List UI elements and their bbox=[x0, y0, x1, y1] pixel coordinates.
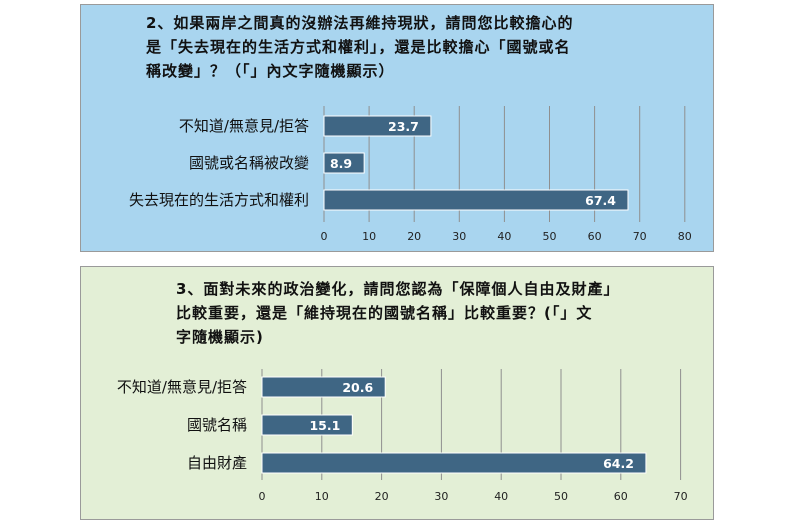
bar bbox=[323, 152, 365, 174]
data-label: 64.2 bbox=[603, 456, 634, 471]
category-label: 自由財產 bbox=[187, 454, 247, 472]
question-2-title: 2、如果兩岸之間真的沒辦法再維持現狀，請問您比較擔心的 是「失去現在的生活方式和… bbox=[146, 14, 574, 80]
x-tick-label: 70 bbox=[633, 230, 647, 243]
x-tick-label: 60 bbox=[588, 230, 602, 243]
x-tick-label: 30 bbox=[434, 490, 448, 503]
data-label: 20.6 bbox=[342, 380, 373, 395]
category-label: 失去現在的生活方式和權利 bbox=[129, 191, 309, 209]
x-tick-label: 50 bbox=[543, 230, 557, 243]
x-tick-label: 40 bbox=[497, 230, 511, 243]
bar-chart-1: 0 10 20 30 40 50 60 70 80 不知道/無意見/拒答 23.7 國號或名稱被改變 8… bbox=[129, 106, 692, 243]
x-tick-label: 70 bbox=[674, 490, 688, 503]
category-label: 國號名稱 bbox=[187, 416, 247, 434]
x-tick-label: 60 bbox=[614, 490, 628, 503]
chart-panel-1: 2、如果兩岸之間真的沒辦法再維持現狀，請問您比較擔心的 是「失去現在的生活方式和… bbox=[80, 4, 714, 252]
bar bbox=[323, 189, 629, 211]
category-label: 不知道/無意見/拒答 bbox=[179, 117, 309, 135]
x-tick-label: 20 bbox=[375, 490, 389, 503]
data-label: 8.9 bbox=[330, 156, 352, 171]
x-tick-label: 30 bbox=[452, 230, 466, 243]
x-tick-label: 10 bbox=[315, 490, 329, 503]
x-tick-label: 50 bbox=[554, 490, 568, 503]
x-tick-label: 20 bbox=[407, 230, 421, 243]
x-tick-label: 0 bbox=[321, 230, 328, 243]
x-tick-label: 40 bbox=[494, 490, 508, 503]
bar bbox=[261, 452, 647, 474]
category-label: 不知道/無意見/拒答 bbox=[117, 378, 247, 396]
bar bbox=[261, 414, 353, 436]
data-label: 67.4 bbox=[585, 193, 616, 208]
category-label: 國號或名稱被改變 bbox=[189, 154, 309, 172]
bar bbox=[261, 376, 386, 398]
x-tick-label: 80 bbox=[678, 230, 692, 243]
data-label: 23.7 bbox=[388, 119, 419, 134]
bar bbox=[323, 115, 432, 137]
question-3-title: 3、面對未來的政治變化，請問您認為「保障個人自由及財產」 比較重要，還是「維持現… bbox=[176, 280, 620, 346]
x-tick-label: 0 bbox=[259, 490, 266, 503]
bar-chart-2: 0 10 20 30 40 50 60 70 不知道/無意見/拒答 20.6 國號名稱 15.1 自由財… bbox=[117, 369, 688, 503]
x-tick-label: 10 bbox=[362, 230, 376, 243]
chart-panel-2: 3、面對未來的政治變化，請問您認為「保障個人自由及財產」 比較重要，還是「維持現… bbox=[80, 266, 714, 520]
data-label: 15.1 bbox=[309, 418, 340, 433]
